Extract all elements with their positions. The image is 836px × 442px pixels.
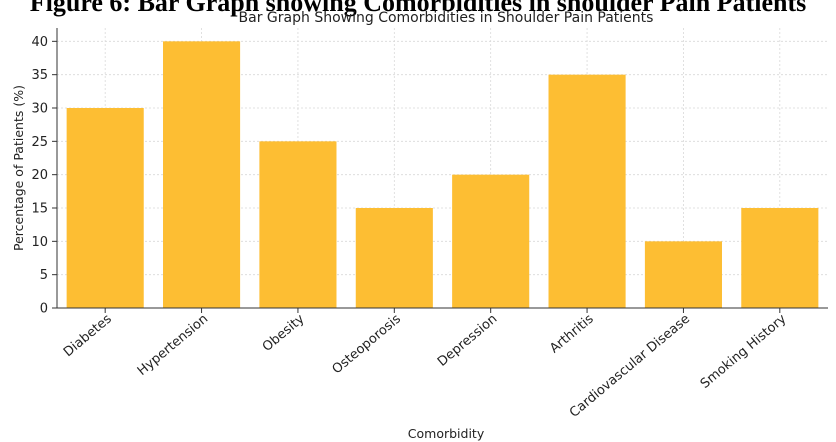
bar (452, 174, 530, 308)
y-tick-label: 10 (31, 235, 48, 250)
x-tick-label: Diabetes (61, 311, 115, 360)
y-tick-label: 5 (40, 268, 48, 283)
y-tick-label: 35 (31, 68, 48, 83)
x-tick-label: Smoking History (698, 311, 790, 391)
bar (66, 108, 144, 308)
x-tick-label: Arthritis (547, 311, 597, 356)
bar (163, 41, 241, 308)
y-axis-label: Percentage of Patients (%) (11, 85, 26, 251)
x-axis-label: Comorbidity (408, 426, 485, 441)
y-tick-label: 20 (31, 168, 48, 183)
x-tick-label: Obesity (260, 311, 308, 355)
y-tick-label: 40 (31, 35, 48, 50)
bar (644, 241, 722, 308)
x-tick-label: Osteoporosis (330, 311, 404, 377)
y-ticks: 0 5 10 15 20 25 30 35 40 (31, 35, 57, 317)
bar (741, 208, 819, 308)
y-tick-label: 30 (31, 102, 48, 117)
bar (548, 74, 626, 309)
y-tick-label: 25 (31, 135, 48, 150)
bars (66, 41, 819, 309)
figure-caption: Figure 6: Bar Graph showing Comorbiditie… (29, 0, 807, 17)
y-tick-label: 0 (40, 302, 48, 317)
x-tick-label: Depression (435, 312, 500, 370)
chart-title: Bar Graph Showing Comorbidities in Shoul… (239, 10, 654, 26)
bar (355, 208, 433, 308)
x-ticks: Diabetes Hypertension Obesity Osteoporosis D… (61, 308, 790, 421)
bar (259, 141, 337, 308)
x-tick-label: Hypertension (135, 312, 211, 379)
y-tick-label: 15 (31, 202, 48, 217)
